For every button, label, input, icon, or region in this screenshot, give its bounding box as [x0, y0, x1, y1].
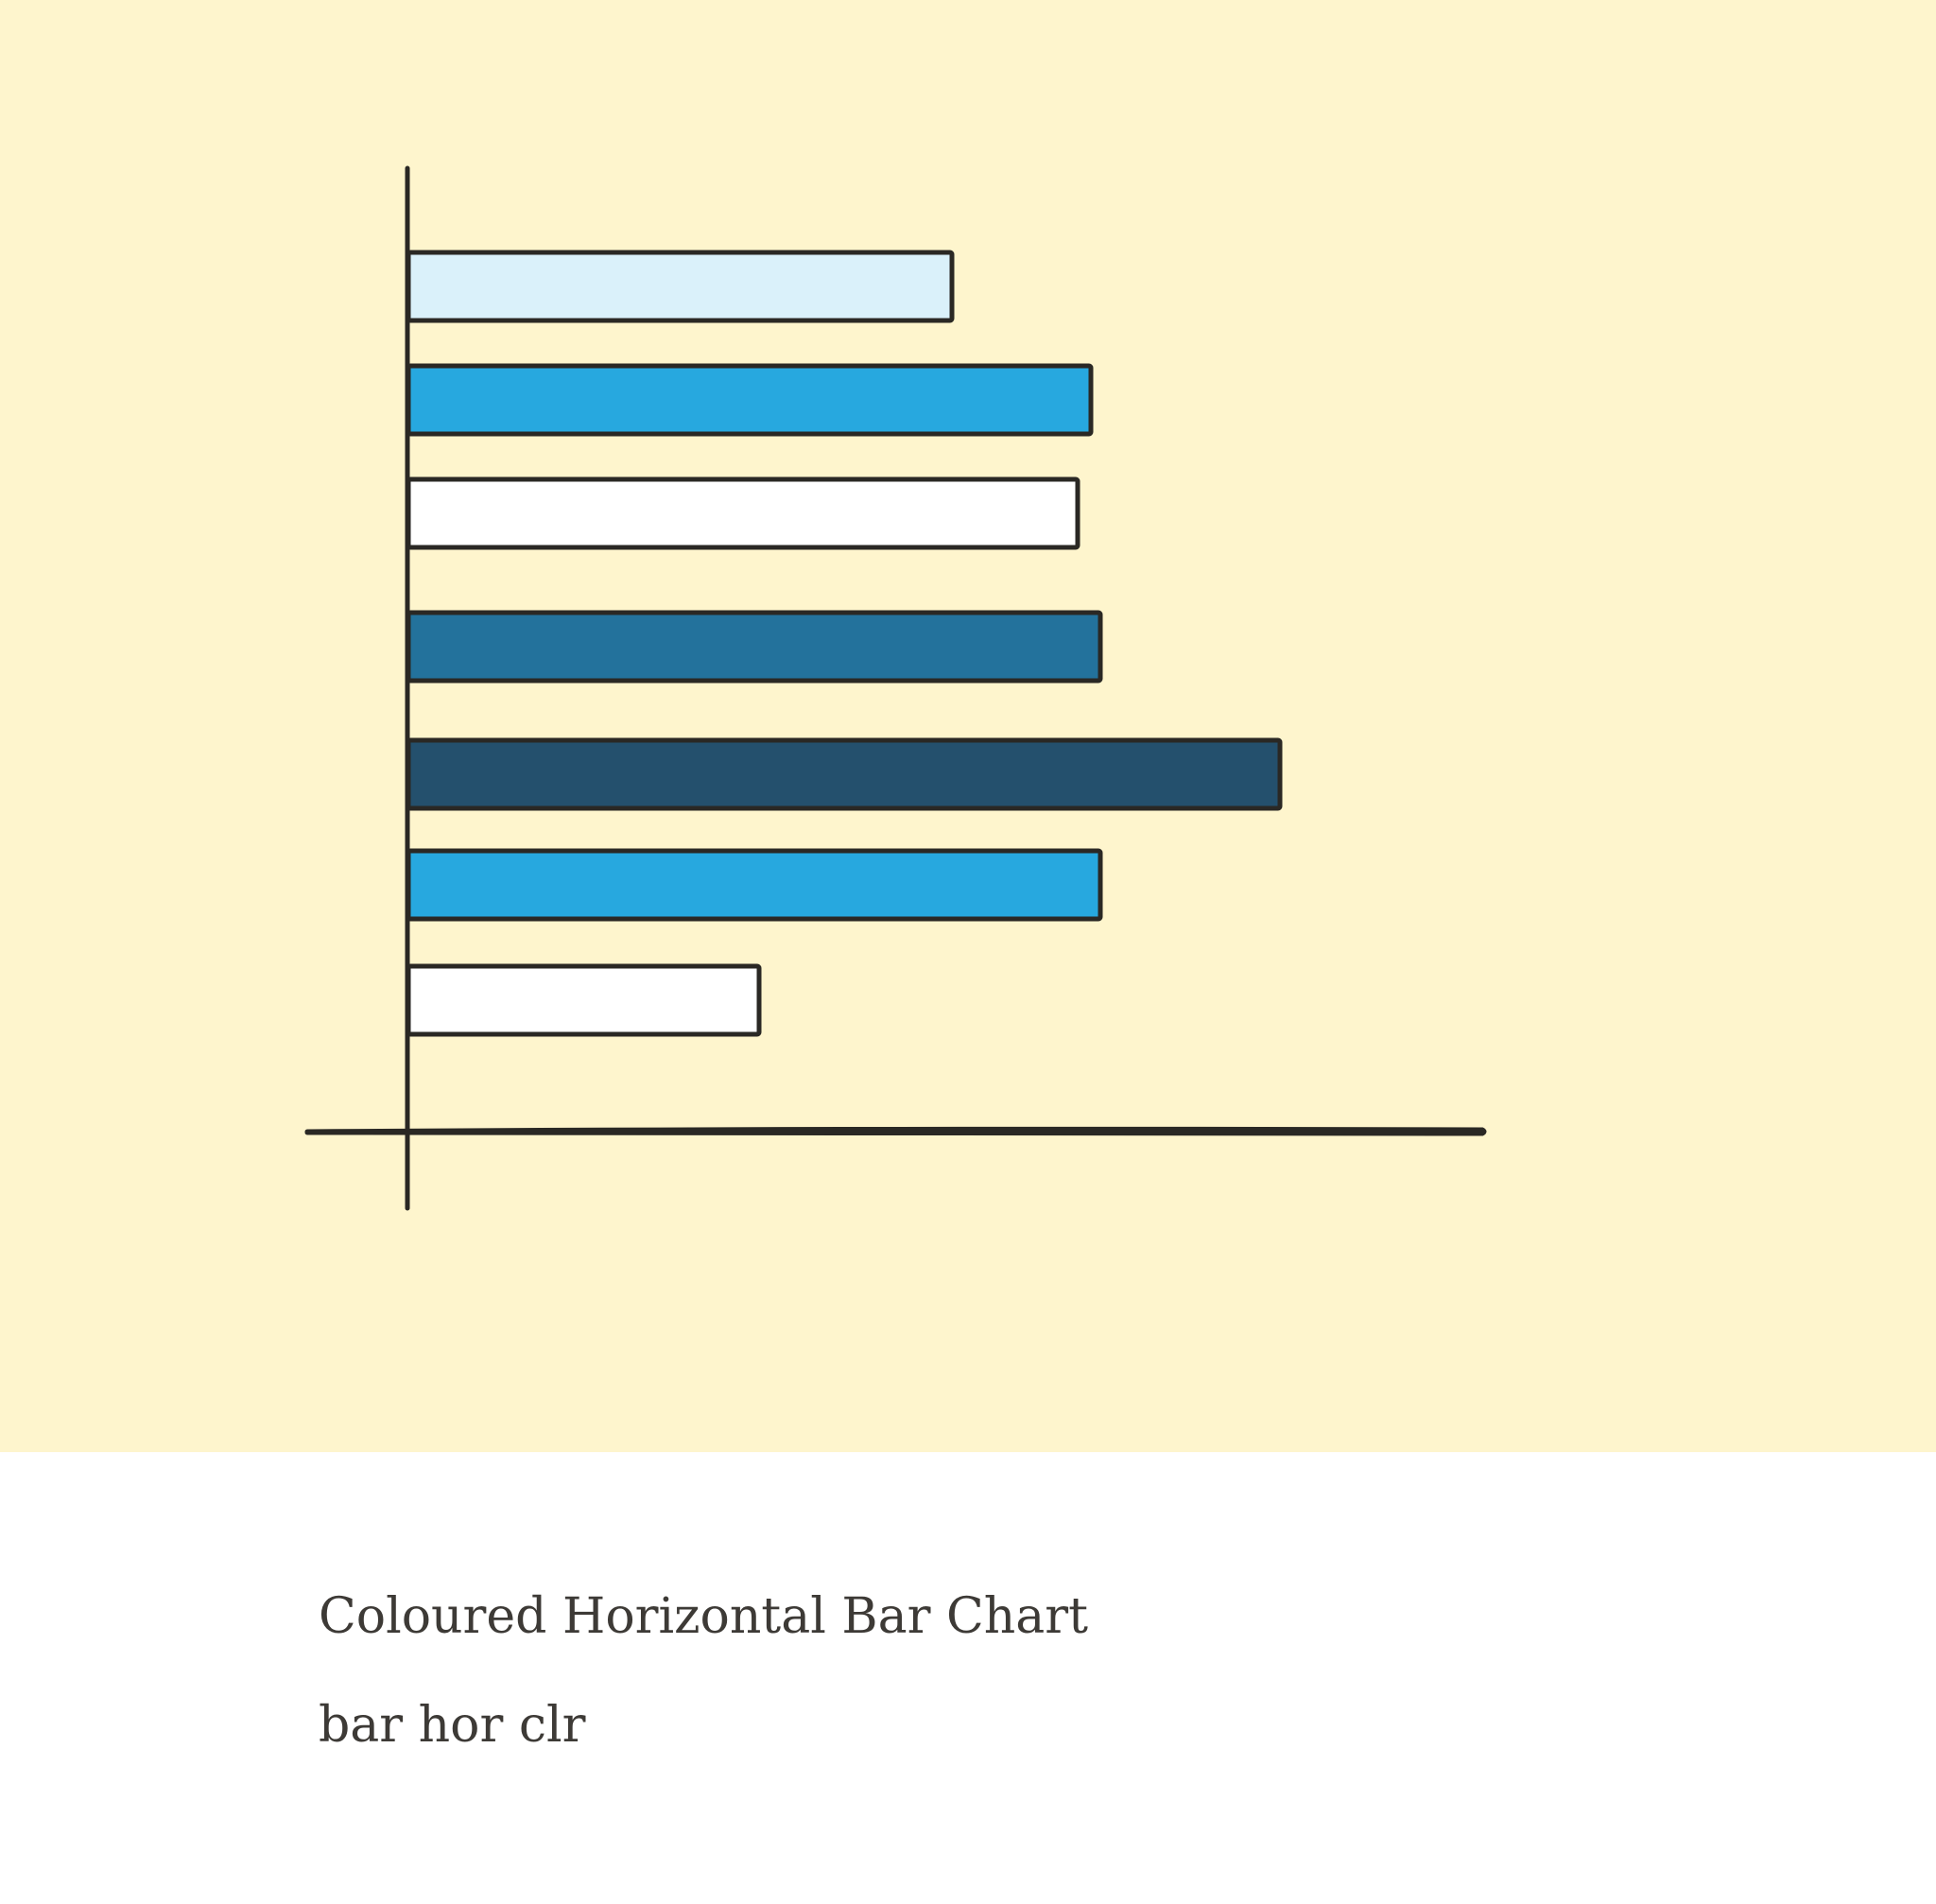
bar-4: [406, 610, 1103, 684]
card-title[interactable]: Coloured Horizontal Bar Chart: [319, 1588, 1088, 1645]
caption: Coloured Horizontal Bar Chart bar hor cl…: [319, 1588, 1737, 1754]
illustration-panel: [0, 0, 1936, 1452]
coloured-horizontal-bar-chart-icon: [304, 165, 1487, 1211]
bar-2: [406, 363, 1094, 437]
x-axis-line: [304, 1126, 1487, 1136]
bar-1: [406, 250, 955, 323]
bar-5: [406, 737, 1283, 811]
bar-6: [406, 848, 1103, 922]
bar-7: [406, 963, 762, 1037]
bar-3: [406, 476, 1080, 550]
y-axis-line: [405, 165, 410, 1211]
card-tags: bar hor clr: [319, 1697, 586, 1754]
